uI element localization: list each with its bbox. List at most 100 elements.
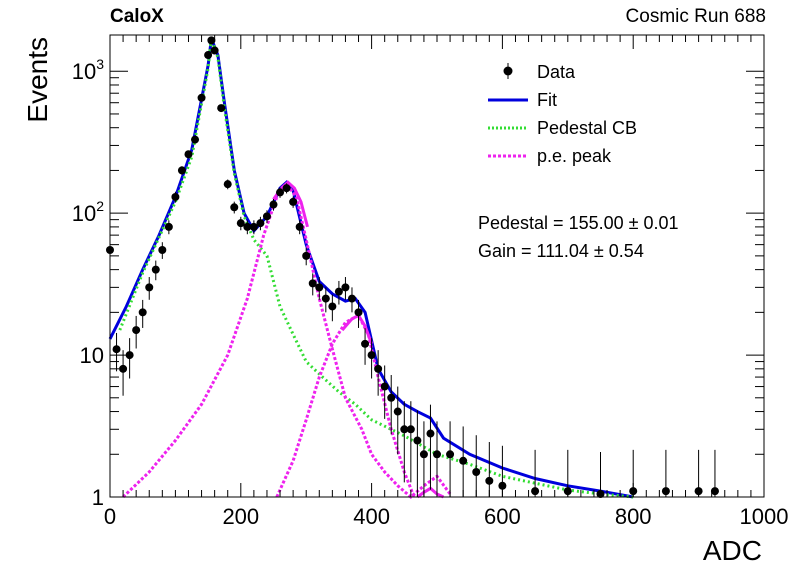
tick-layer [109, 35, 765, 498]
data-point-marker [262, 212, 271, 221]
data-point-marker [380, 382, 389, 391]
experiment-label: CaloX [110, 6, 164, 27]
data-point [262, 210, 271, 223]
data-point [406, 401, 415, 483]
data-point-marker [341, 283, 350, 292]
data-point [661, 449, 670, 497]
data-point-marker [387, 393, 396, 402]
x-tick-label: 200 [222, 504, 259, 529]
data-point-marker [125, 351, 134, 360]
data-point [380, 365, 389, 419]
data-point-marker [334, 287, 343, 296]
data-point-marker [112, 345, 121, 354]
data-point-marker [249, 222, 258, 231]
data-point [400, 401, 409, 483]
data-point-marker [230, 203, 239, 212]
data-point [393, 386, 402, 455]
data-point-marker [158, 246, 167, 255]
data-point [433, 421, 441, 497]
run-label: Cosmic Run 688 [625, 6, 766, 27]
data-point [151, 260, 160, 281]
y-tick-label: 102 [72, 198, 104, 226]
data-point-marker [596, 489, 605, 498]
data-point-marker [347, 294, 356, 303]
legend-pedestal-label: Pedestal CB [537, 118, 637, 138]
data-point-marker [236, 219, 245, 228]
data-point-marker [419, 450, 428, 459]
data-point [217, 104, 226, 113]
data-point-marker [132, 326, 141, 335]
data-point [132, 315, 141, 349]
data-point-marker [472, 468, 481, 477]
data-point [341, 277, 350, 300]
data-point-marker [446, 450, 455, 459]
data-point-marker [406, 425, 415, 434]
y-axis-title: Events [22, 37, 53, 123]
data-point-marker [308, 279, 317, 288]
data-point [276, 187, 285, 198]
data-point-marker [276, 188, 285, 197]
data-point-marker [223, 180, 232, 189]
data-point [354, 299, 363, 328]
data-point [256, 216, 265, 231]
data-point-marker [710, 487, 719, 496]
data-point-marker [295, 222, 304, 231]
data-point-marker [191, 135, 200, 144]
data-point [563, 449, 572, 497]
data-point [269, 199, 278, 211]
data-point [321, 287, 330, 313]
data-point-marker [485, 476, 494, 485]
data-point-marker [354, 308, 363, 317]
series-p-e-peak-curve-4 [275, 313, 416, 498]
data-point-marker [184, 150, 193, 159]
data-point [204, 51, 213, 60]
data-point-marker [282, 184, 291, 193]
data-point [413, 410, 422, 497]
data-point [328, 294, 337, 322]
data-point-marker [207, 36, 216, 45]
data-point-marker [210, 46, 219, 55]
data-point [459, 426, 468, 497]
data-point-marker [145, 283, 154, 292]
data-point [210, 46, 219, 55]
data-point [694, 449, 703, 497]
data-point-marker [433, 450, 441, 459]
data-point-marker [171, 192, 180, 201]
data-point [485, 442, 494, 497]
data-point [295, 220, 304, 235]
data-point [710, 449, 719, 497]
data-point [308, 273, 317, 296]
data-point [197, 93, 206, 102]
data-point [125, 338, 134, 379]
tick-label-layer: 0 200 400 600 800 1000 1 10 102 103 [72, 56, 789, 529]
data-point-marker [151, 265, 160, 274]
x-tick-label: 1000 [740, 504, 789, 529]
data-point-marker [367, 351, 376, 360]
data-point [361, 328, 370, 365]
data-point [289, 196, 298, 208]
legend-data-label: Data [537, 62, 576, 82]
data-point [249, 220, 258, 235]
data-point-marker [661, 487, 670, 496]
data-point [184, 150, 193, 159]
data-point [191, 135, 200, 144]
y-tick-label: 1 [92, 485, 104, 510]
pedestal-value: Pedestal = 155.00 ± 0.01 [478, 213, 679, 233]
data-point-marker [459, 456, 468, 465]
data-point [145, 277, 154, 300]
legend-data-marker [503, 66, 513, 76]
data-point [223, 179, 232, 190]
data-point-marker [374, 364, 383, 373]
data-point-marker [315, 283, 324, 292]
data-point-marker [361, 339, 370, 348]
data-point [446, 421, 455, 497]
data-point [138, 299, 147, 328]
data-point-marker [177, 166, 186, 175]
data-point-marker [413, 436, 422, 445]
data-point-marker [197, 93, 206, 102]
data-point-marker [302, 251, 311, 260]
legend-fit-label: Fit [537, 90, 557, 110]
data-point [367, 338, 376, 379]
data-point-marker [256, 219, 265, 228]
data-point-marker [119, 364, 128, 373]
